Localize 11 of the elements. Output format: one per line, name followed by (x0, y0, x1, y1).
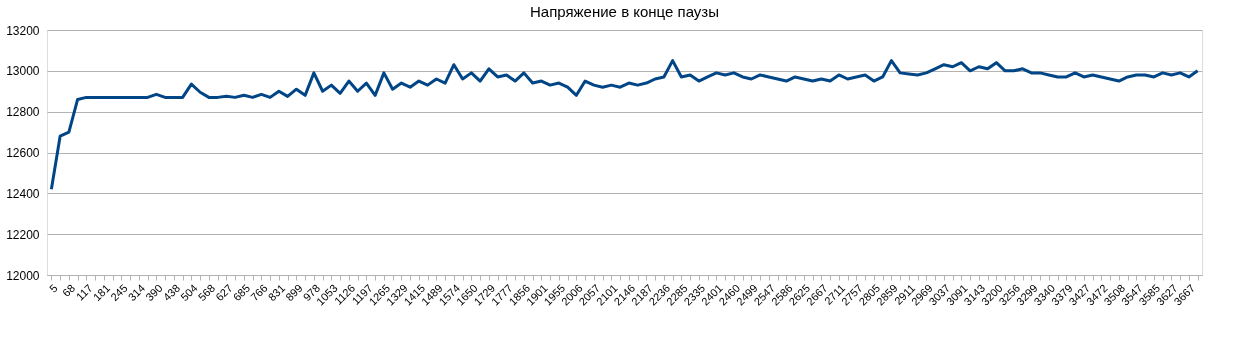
x-tick-label: 5 (46, 281, 60, 295)
y-tick-label: 12200 (6, 227, 40, 242)
y-tick-label: 13000 (6, 64, 40, 79)
x-tick-label: 68 (60, 281, 78, 299)
y-tick-label: 12400 (6, 186, 40, 201)
y-tick-label: 12800 (6, 105, 40, 120)
y-tick-label: 12600 (6, 146, 40, 160)
chart-title: Напряжение в конце паузы (529, 3, 720, 20)
y-tick-label: 12000 (6, 268, 40, 283)
line-series (49, 59, 1200, 191)
y-tick-label: 13200 (6, 23, 40, 38)
